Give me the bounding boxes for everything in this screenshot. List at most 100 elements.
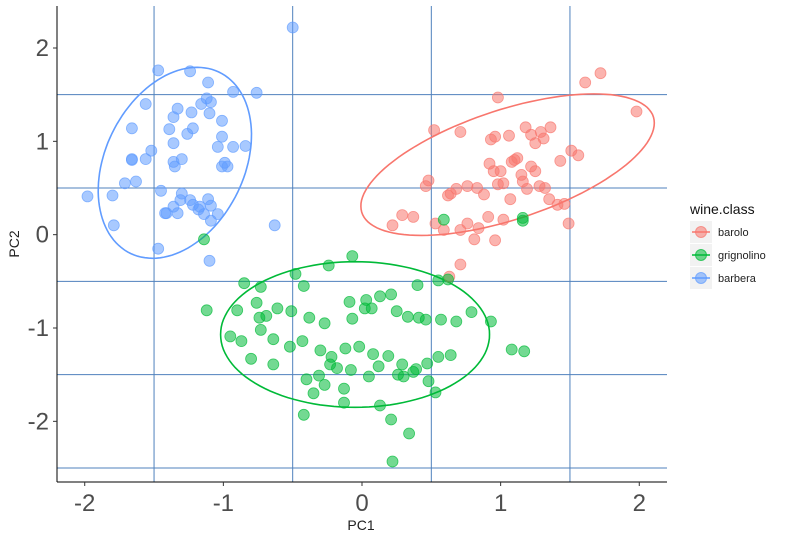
point-barolo bbox=[497, 213, 510, 226]
data-points bbox=[81, 21, 643, 468]
point-barbera bbox=[171, 207, 184, 220]
point-grignolino bbox=[374, 399, 386, 412]
point-grignolino bbox=[307, 387, 320, 400]
point-grignolino bbox=[401, 310, 414, 323]
confidence-ellipses bbox=[97, 66, 656, 409]
point-barbera bbox=[193, 200, 206, 213]
point-grignolino bbox=[283, 340, 296, 353]
point-barbera bbox=[168, 160, 181, 173]
y-tick-label: -2 bbox=[28, 408, 49, 435]
point-grignolino bbox=[390, 305, 403, 318]
point-barbera bbox=[125, 122, 138, 135]
point-grignolino bbox=[346, 312, 359, 325]
point-barolo bbox=[543, 193, 556, 206]
point-barbera bbox=[227, 140, 240, 153]
point-barolo bbox=[594, 67, 607, 80]
point-barolo bbox=[503, 129, 515, 142]
point-grignolino bbox=[407, 365, 420, 378]
point-barbera bbox=[181, 127, 194, 140]
point-barbera bbox=[184, 194, 197, 207]
point-barolo bbox=[562, 217, 575, 230]
legend-key-dot bbox=[695, 249, 707, 261]
point-barolo bbox=[489, 234, 502, 247]
ellipse-barbera bbox=[97, 66, 253, 260]
point-grignolino bbox=[403, 427, 416, 440]
point-grignolino bbox=[200, 304, 213, 317]
point-barolo bbox=[494, 165, 507, 178]
point-barbera bbox=[167, 137, 180, 150]
point-grignolino bbox=[331, 362, 343, 375]
point-barbera bbox=[203, 254, 216, 267]
y-axis-title: PC2 bbox=[6, 230, 22, 257]
point-grignolino bbox=[245, 352, 258, 365]
point-barbera bbox=[107, 219, 120, 232]
point-barbera bbox=[286, 21, 299, 34]
grid-lines bbox=[57, 6, 667, 482]
point-grignolino bbox=[484, 315, 497, 328]
y-tick-label: 0 bbox=[36, 222, 49, 249]
point-barolo bbox=[558, 197, 571, 210]
point-barolo bbox=[497, 177, 510, 190]
point-grignolino bbox=[442, 273, 454, 286]
point-grignolino bbox=[518, 345, 531, 358]
legend-key-dot bbox=[695, 272, 707, 284]
point-barbera bbox=[216, 130, 228, 143]
point-barolo bbox=[386, 219, 399, 232]
point-grignolino bbox=[254, 323, 267, 336]
point-barbera bbox=[185, 106, 198, 119]
point-barolo bbox=[454, 258, 467, 271]
point-grignolino bbox=[372, 360, 385, 373]
point-grignolino bbox=[386, 455, 399, 468]
point-barolo bbox=[511, 152, 524, 165]
point-barolo bbox=[504, 193, 517, 206]
point-barolo bbox=[554, 154, 567, 167]
point-barbera bbox=[202, 76, 215, 89]
point-barbera bbox=[211, 208, 224, 221]
point-barolo bbox=[489, 130, 502, 143]
point-grignolino bbox=[289, 267, 302, 280]
point-grignolino bbox=[358, 302, 371, 315]
point-grignolino bbox=[421, 357, 434, 370]
point-grignolino bbox=[432, 274, 445, 287]
point-barolo bbox=[539, 182, 551, 194]
point-barolo bbox=[472, 222, 485, 235]
point-barbera bbox=[155, 184, 167, 197]
point-barolo bbox=[428, 124, 441, 137]
point-barbera bbox=[268, 219, 281, 232]
point-barolo bbox=[437, 224, 450, 236]
y-tick-label: 2 bbox=[36, 35, 49, 62]
point-grignolino bbox=[322, 259, 335, 272]
x-tick-label: 1 bbox=[494, 490, 507, 517]
point-barbera bbox=[139, 153, 152, 166]
legend: wine.class barolo grignolino barbera bbox=[689, 201, 766, 289]
point-barbera bbox=[152, 64, 165, 77]
point-barolo bbox=[454, 126, 467, 138]
point-barbera bbox=[145, 144, 158, 157]
point-barolo bbox=[491, 91, 504, 104]
ellipse-grignolino bbox=[219, 260, 491, 409]
point-grignolino bbox=[432, 350, 445, 363]
point-barbera bbox=[139, 98, 152, 110]
legend-label-barolo: barolo bbox=[718, 227, 749, 239]
point-barbera bbox=[216, 160, 228, 173]
point-grignolino bbox=[437, 213, 450, 226]
point-grignolino bbox=[505, 343, 518, 356]
x-axis-ticks: -2 -1 0 1 2 bbox=[74, 482, 646, 517]
point-grignolino bbox=[444, 349, 457, 362]
legend-label-barbera: barbera bbox=[718, 273, 757, 285]
point-grignolino bbox=[429, 386, 442, 399]
axes bbox=[56, 6, 667, 483]
point-grignolino bbox=[300, 373, 313, 386]
point-grignolino bbox=[318, 378, 331, 391]
point-grignolino bbox=[271, 302, 284, 315]
point-barbera bbox=[175, 153, 188, 166]
point-grignolino bbox=[231, 304, 244, 317]
point-grignolino bbox=[238, 277, 251, 290]
y-tick-label: 1 bbox=[36, 128, 49, 155]
point-grignolino bbox=[419, 313, 432, 326]
point-barolo bbox=[572, 149, 585, 162]
point-grignolino bbox=[260, 309, 273, 322]
point-grignolino bbox=[285, 305, 298, 318]
point-barolo bbox=[407, 210, 420, 223]
